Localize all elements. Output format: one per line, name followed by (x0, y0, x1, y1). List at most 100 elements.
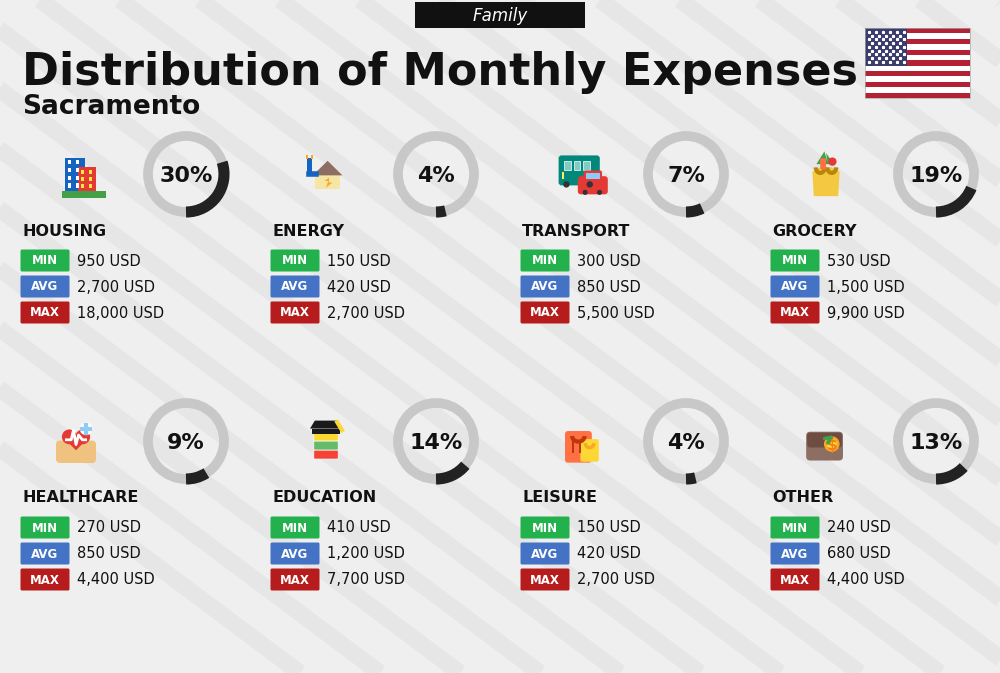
FancyBboxPatch shape (520, 569, 570, 590)
Text: 7,700 USD: 7,700 USD (327, 573, 405, 588)
FancyBboxPatch shape (559, 155, 600, 185)
Text: Sacramento: Sacramento (22, 94, 200, 120)
Text: 19%: 19% (909, 166, 963, 186)
Text: MAX: MAX (530, 573, 560, 586)
Text: HEALTHCARE: HEALTHCARE (22, 491, 138, 505)
Polygon shape (324, 178, 332, 188)
Polygon shape (310, 421, 342, 429)
Text: 9,900 USD: 9,900 USD (827, 306, 905, 320)
Text: Distribution of Monthly Expenses: Distribution of Monthly Expenses (22, 50, 858, 94)
Bar (76, 183, 79, 188)
FancyBboxPatch shape (270, 542, 320, 565)
FancyBboxPatch shape (520, 275, 570, 297)
Text: ENERGY: ENERGY (272, 223, 344, 238)
Text: $: $ (826, 437, 837, 452)
Bar (89, 177, 92, 181)
Text: MAX: MAX (280, 573, 310, 586)
Text: HOUSING: HOUSING (22, 223, 106, 238)
Text: 7%: 7% (667, 166, 705, 186)
Text: 5,500 USD: 5,500 USD (577, 306, 655, 320)
Bar (865, 50, 970, 55)
FancyBboxPatch shape (580, 439, 599, 462)
FancyBboxPatch shape (770, 569, 820, 590)
Circle shape (825, 437, 838, 450)
Bar (68, 176, 71, 180)
Text: 1,500 USD: 1,500 USD (827, 279, 905, 295)
Text: MIN: MIN (782, 522, 808, 534)
Text: AVG: AVG (31, 281, 59, 293)
Bar (579, 440, 581, 453)
Bar (564, 161, 571, 170)
Bar (865, 28, 907, 66)
FancyBboxPatch shape (314, 432, 338, 441)
Text: 240 USD: 240 USD (827, 520, 891, 536)
FancyBboxPatch shape (314, 441, 338, 450)
FancyBboxPatch shape (20, 250, 70, 271)
Text: 150 USD: 150 USD (327, 254, 391, 269)
FancyBboxPatch shape (770, 302, 820, 324)
Bar (307, 158, 312, 174)
Bar (81, 184, 84, 188)
Text: 4%: 4% (417, 166, 455, 186)
Text: 4,400 USD: 4,400 USD (827, 573, 905, 588)
FancyBboxPatch shape (20, 516, 70, 538)
Text: AVG: AVG (281, 548, 309, 561)
Text: MAX: MAX (30, 573, 60, 586)
Bar (76, 176, 79, 180)
Bar (311, 155, 313, 159)
Bar (572, 440, 574, 453)
Text: MIN: MIN (782, 254, 808, 267)
Text: MIN: MIN (532, 254, 558, 267)
Circle shape (583, 190, 588, 195)
Bar (865, 93, 970, 98)
Text: 270 USD: 270 USD (77, 520, 141, 536)
Polygon shape (63, 437, 89, 450)
Circle shape (597, 190, 602, 195)
Bar (865, 66, 970, 71)
Text: MAX: MAX (530, 306, 560, 320)
FancyBboxPatch shape (770, 516, 820, 538)
FancyBboxPatch shape (270, 516, 320, 538)
Circle shape (62, 429, 77, 444)
Text: 13%: 13% (909, 433, 963, 453)
FancyBboxPatch shape (584, 170, 602, 182)
Text: 850 USD: 850 USD (577, 279, 641, 295)
Text: MIN: MIN (32, 522, 58, 534)
FancyBboxPatch shape (20, 275, 70, 297)
Text: 18,000 USD: 18,000 USD (77, 306, 164, 320)
FancyBboxPatch shape (520, 516, 570, 538)
Bar (865, 28, 970, 34)
Bar (62, 190, 106, 198)
Text: TRANSPORT: TRANSPORT (522, 223, 630, 238)
Bar (306, 155, 308, 159)
FancyBboxPatch shape (770, 542, 820, 565)
Text: OTHER: OTHER (772, 491, 833, 505)
Text: 410 USD: 410 USD (327, 520, 391, 536)
Circle shape (75, 429, 90, 444)
Bar (65, 158, 85, 194)
FancyBboxPatch shape (20, 569, 70, 590)
Text: 300 USD: 300 USD (577, 254, 641, 269)
Text: Family: Family (472, 7, 528, 25)
Bar (583, 161, 590, 170)
Bar (81, 177, 84, 181)
Text: 420 USD: 420 USD (327, 279, 391, 295)
Bar (68, 183, 71, 188)
Bar (865, 44, 970, 50)
Text: 2,700 USD: 2,700 USD (577, 573, 655, 588)
FancyBboxPatch shape (520, 542, 570, 565)
FancyBboxPatch shape (270, 275, 320, 297)
Bar (865, 77, 970, 82)
Bar (89, 184, 92, 188)
FancyBboxPatch shape (770, 250, 820, 271)
Circle shape (80, 423, 92, 435)
Text: MIN: MIN (532, 522, 558, 534)
Text: 30%: 30% (159, 166, 213, 186)
Text: MIN: MIN (282, 522, 308, 534)
FancyBboxPatch shape (565, 431, 592, 462)
Bar (865, 34, 970, 39)
FancyBboxPatch shape (807, 433, 842, 448)
Bar (865, 71, 970, 77)
Text: 850 USD: 850 USD (77, 546, 141, 561)
FancyBboxPatch shape (770, 275, 820, 297)
